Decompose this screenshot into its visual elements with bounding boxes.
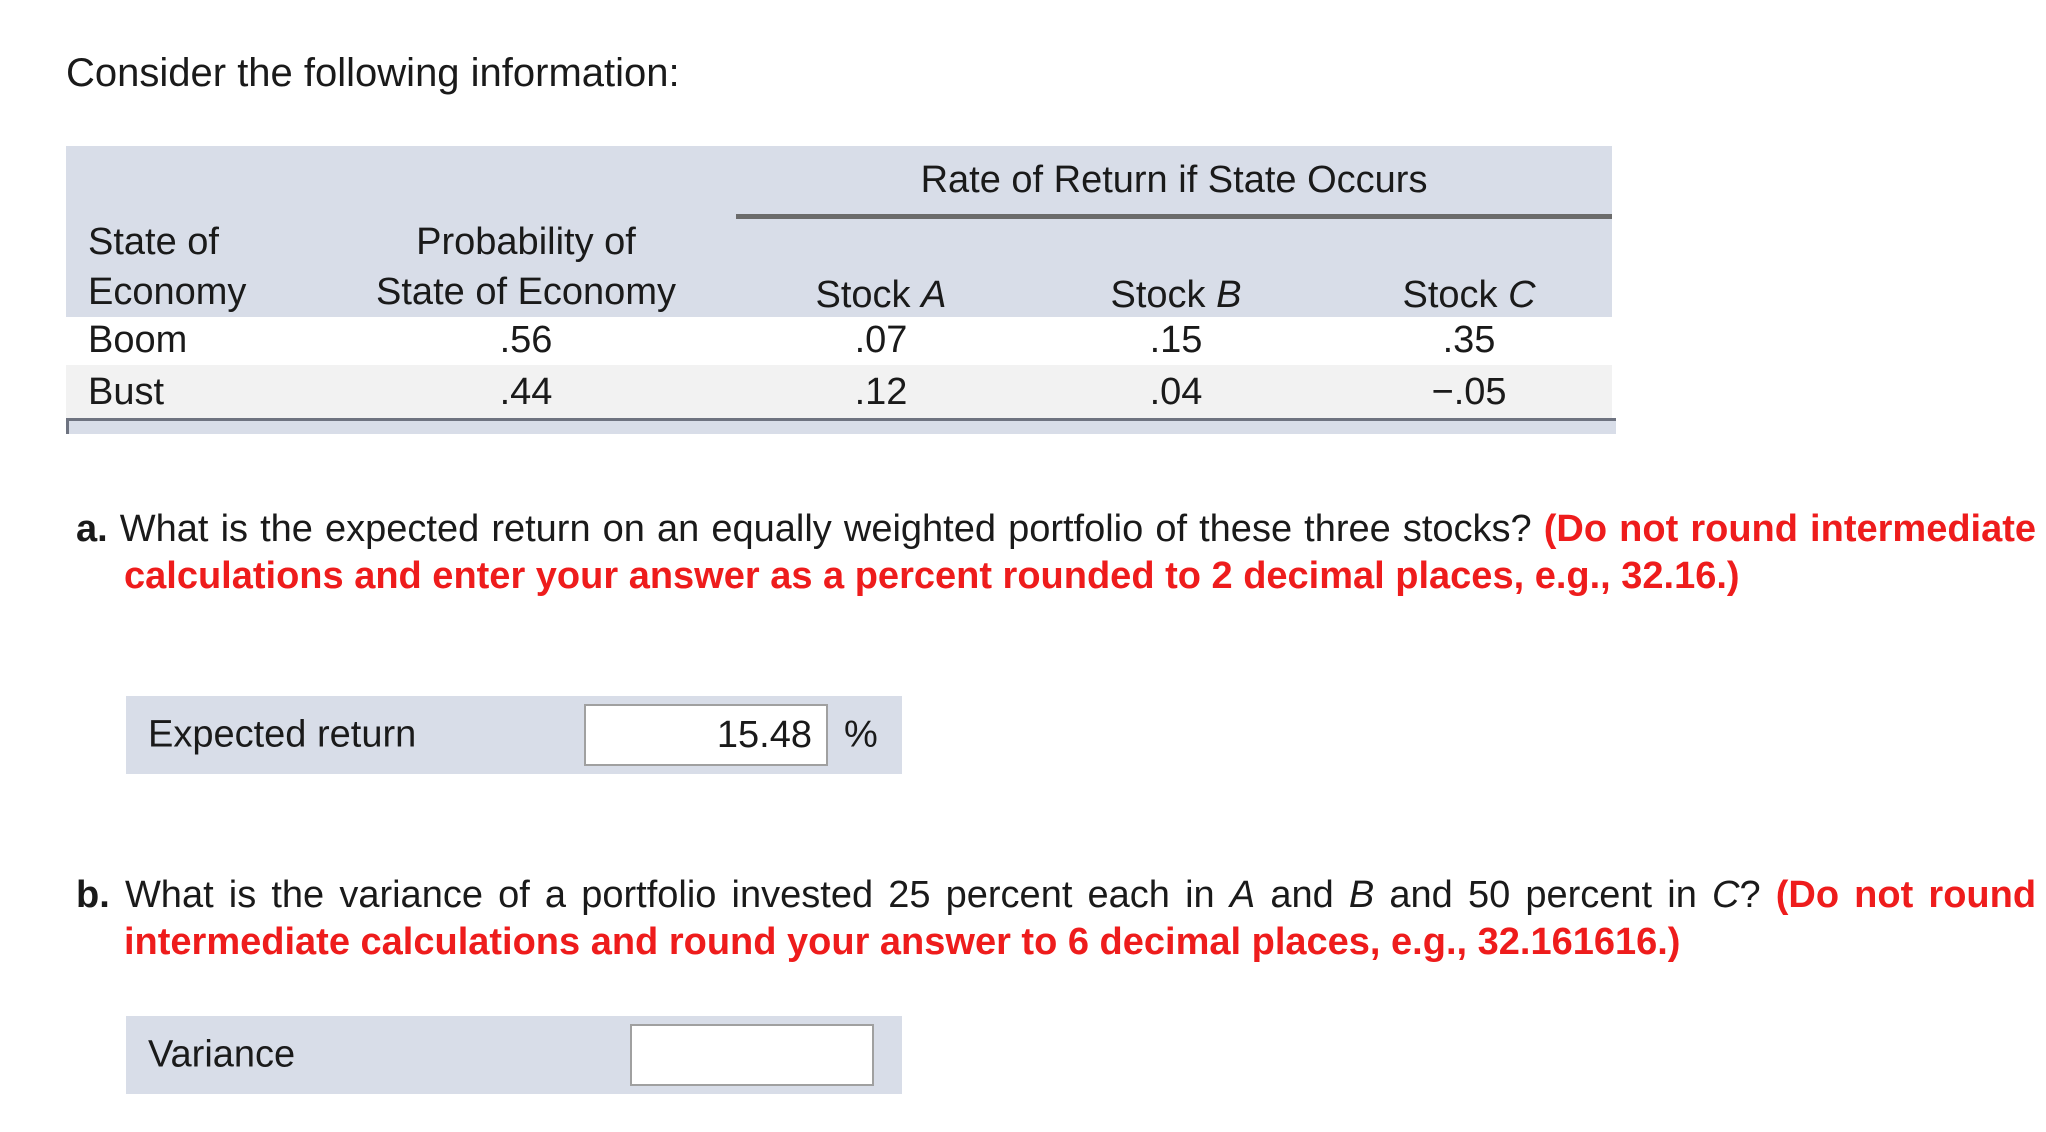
expected-return-row: Expected return %: [126, 696, 902, 774]
table-row: Boom .56 .07 .15 .35: [66, 316, 1613, 365]
question-a-letter: a.: [76, 508, 108, 550]
variance-input[interactable]: [630, 1024, 874, 1086]
rate-of-return-header: Rate of Return if State Occurs: [736, 146, 1613, 217]
variance-row: Variance: [126, 1016, 902, 1094]
intro-text: Consider the following information:: [66, 51, 680, 95]
question-a-text: What is the expected return on an equall…: [119, 508, 1532, 550]
header-stock-b: Stock B: [1026, 214, 1326, 317]
cell-stock-a: .07: [736, 316, 1026, 365]
variance-label: Variance: [148, 1033, 296, 1076]
question-b-letter: b.: [76, 874, 110, 916]
question-a-note: (Do not round intermediate calculations …: [124, 508, 2037, 597]
question-b-note: (Do not round intermediate calculations …: [124, 874, 2037, 963]
question-b: b. What is the variance of a portfolio i…: [76, 874, 2037, 963]
cell-stock-c: .35: [1326, 316, 1613, 365]
returns-table: Rate of Return if State Occurs State of …: [66, 146, 1613, 421]
cell-state: Bust: [66, 364, 316, 421]
header-state-of-economy: State of Economy: [66, 216, 316, 317]
cell-stock-b: .15: [1026, 316, 1326, 365]
header-stock-a: Stock A: [736, 214, 1026, 317]
cell-probability: .56: [316, 316, 736, 365]
table-footer-bar: [66, 418, 1616, 434]
cell-stock-c: −.05: [1326, 364, 1613, 421]
cell-state: Boom: [66, 316, 316, 365]
question-a: a. What is the expected return on an equ…: [76, 506, 2036, 600]
cell-probability: .44: [316, 364, 736, 421]
expected-return-input[interactable]: [584, 704, 828, 766]
table-row: Bust .44 .12 .04 −.05: [66, 364, 1613, 421]
cell-stock-b: .04: [1026, 364, 1326, 421]
header-probability: Probability of State of Economy: [316, 216, 736, 317]
cell-stock-a: .12: [736, 364, 1026, 421]
percent-unit: %: [844, 713, 878, 756]
header-stock-c: Stock C: [1326, 214, 1613, 317]
returns-table-wrap: Rate of Return if State Occurs State of …: [66, 146, 1613, 421]
expected-return-label: Expected return: [148, 713, 417, 756]
